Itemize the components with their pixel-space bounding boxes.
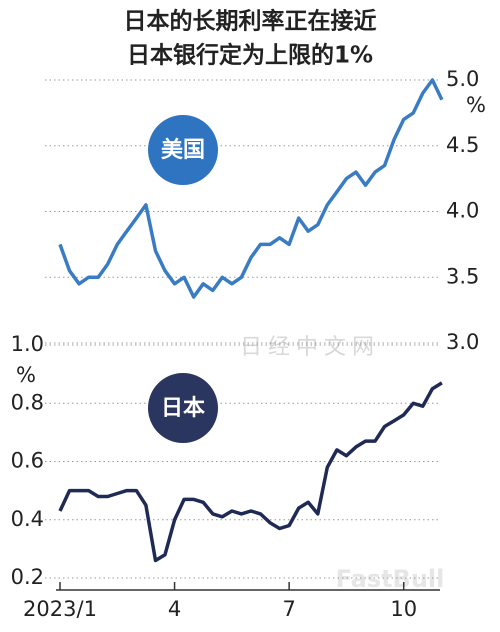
y-tick-label: 0.4: [11, 507, 44, 531]
legend-label: 美国: [161, 137, 205, 163]
x-tick-label: 7: [282, 597, 295, 621]
y-tick-label: 5.0: [446, 67, 479, 91]
watermark: FastBull: [336, 565, 445, 593]
watermark: 日经中文网: [240, 335, 380, 360]
legend-badge: [148, 115, 218, 185]
data-line: [58, 381, 443, 563]
y-tick-label: 0.8: [11, 390, 44, 414]
y-tick-label: 3.5: [446, 264, 479, 288]
y-tick-label: 3.0: [446, 330, 479, 354]
y-tick-label: 1.0: [11, 332, 44, 356]
chart-title: 日本银行定为上限的1%: [127, 42, 373, 69]
unit-label: %: [16, 363, 36, 387]
x-tick-label: 2023/1: [23, 597, 97, 621]
unit-label: %: [466, 93, 486, 117]
y-tick-label: 4.5: [446, 133, 479, 157]
data-line: [58, 78, 444, 299]
x-tick-label: 4: [168, 597, 181, 621]
legend-label: 日本: [161, 396, 205, 421]
x-tick-label: 10: [390, 597, 417, 621]
y-tick-label: 0.2: [11, 565, 44, 589]
y-tick-label: 4.0: [446, 199, 479, 223]
legend-badge: [148, 373, 218, 443]
chart-title: 日本的长期利率正在接近: [124, 8, 377, 35]
y-tick-label: 0.6: [11, 449, 44, 473]
